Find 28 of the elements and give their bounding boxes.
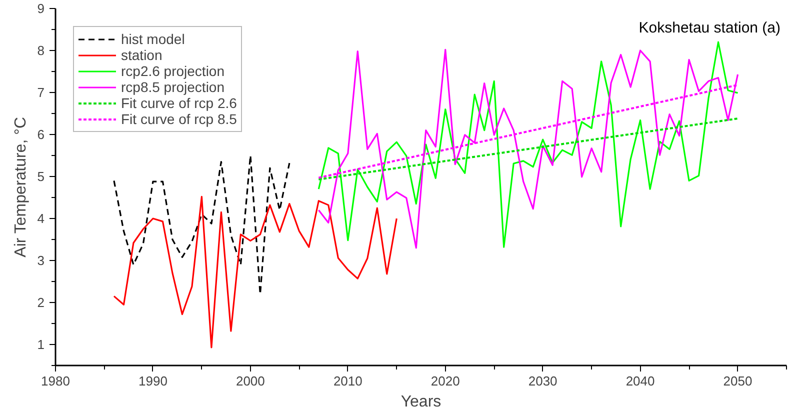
legend-label: station bbox=[121, 47, 162, 63]
y-tick-label: 2 bbox=[37, 295, 45, 310]
y-tick-label: 3 bbox=[37, 253, 45, 268]
y-axis-title: Air Temperature, °C bbox=[12, 116, 30, 258]
y-tick-label: 4 bbox=[37, 211, 45, 226]
y-tick-label: 7 bbox=[37, 85, 45, 100]
y-tick-label: 8 bbox=[37, 43, 45, 58]
text: Kokshetau station (a) bbox=[638, 20, 781, 36]
legend-label: rcp8.5 projection bbox=[121, 79, 225, 95]
x-tick-label: 2030 bbox=[528, 374, 558, 388]
line-series bbox=[113, 196, 398, 348]
legend-label: hist model bbox=[121, 31, 185, 47]
x-tick-label: 2000 bbox=[236, 374, 265, 388]
legend-label: Fit curve of rcp 8.5 bbox=[121, 111, 237, 127]
x-tick-label: 2010 bbox=[333, 374, 362, 388]
legend-label: Fit curve of rcp 2.6 bbox=[121, 95, 237, 111]
x-tick-label: 2050 bbox=[723, 374, 752, 388]
y-tick-label: 1 bbox=[37, 337, 45, 352]
legend-label: rcp2.6 projection bbox=[121, 63, 225, 79]
y-tick-label: 5 bbox=[37, 169, 45, 184]
x-tick-label: 2020 bbox=[430, 374, 460, 388]
x-tick-label: 1980 bbox=[41, 374, 70, 388]
x-tick-label: 2040 bbox=[626, 374, 655, 388]
y-tick-label: 9 bbox=[37, 1, 45, 16]
y-tick-label: 6 bbox=[37, 127, 45, 142]
x-tick-label: 1990 bbox=[138, 374, 168, 388]
x-axis-title: Years bbox=[400, 394, 442, 410]
line-series bbox=[113, 154, 290, 295]
